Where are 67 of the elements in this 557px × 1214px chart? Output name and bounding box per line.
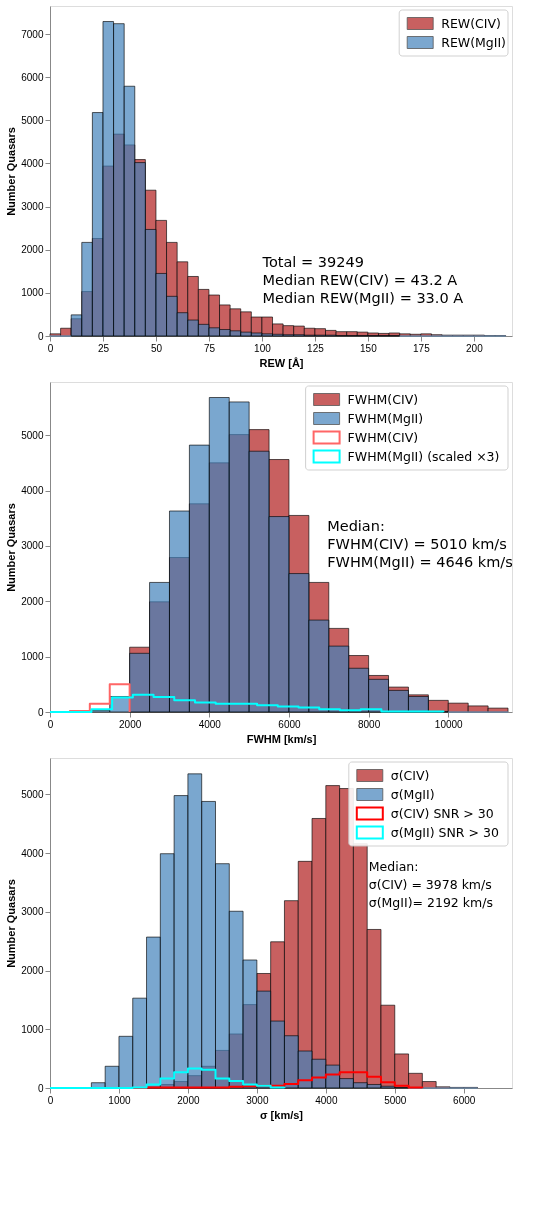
y-tick-label: 6000: [21, 71, 44, 83]
x-tick-label: 125: [307, 342, 325, 354]
y-tick-label: 2000: [21, 244, 44, 256]
x-tick-label: 25: [97, 342, 110, 354]
annotation: Total = 39249: [261, 254, 364, 271]
y-tick-label: 4000: [21, 485, 44, 497]
x-tick-label: 3000: [246, 1094, 269, 1106]
y-tick-label: 0: [37, 706, 44, 718]
y-tick-label: 3000: [21, 540, 44, 552]
annotation: FWHM(MgII) = 4646 km/s: [327, 554, 513, 571]
annotation: σ(MgII)= 2192 km/s: [368, 894, 493, 910]
x-tick-label: 0: [47, 342, 54, 354]
legend-label: σ(CIV): [390, 767, 430, 783]
y-tick-label: 0: [37, 330, 44, 342]
x-tick-label: 1000: [108, 1094, 132, 1106]
x-tick-label: 4000: [198, 718, 222, 730]
x-tick-label: 6000: [453, 1094, 476, 1106]
legend-label: FWHM(CIV): [347, 391, 419, 407]
legend-label: FWHM(MgII): [347, 410, 424, 426]
x-axis-title: REW [Å]: [259, 356, 304, 369]
legend-label: REW(CIV): [441, 15, 501, 31]
annotation: Median:: [368, 858, 419, 874]
legend-label: σ(MgII): [390, 786, 435, 802]
legend-label: REW(MgII): [441, 34, 506, 50]
x-tick-label: 6000: [278, 718, 302, 730]
legend-label: σ(MgII) SNR > 30: [390, 824, 499, 840]
legend-label: FWHM(MgII) (scaled ×3): [347, 448, 500, 464]
x-tick-label: 50: [150, 342, 163, 354]
x-tick-label: 4000: [315, 1094, 338, 1106]
legend-label: σ(CIV) SNR > 30: [390, 805, 494, 821]
y-tick-label: 5000: [21, 114, 44, 126]
y-tick-label: 5000: [21, 429, 44, 441]
x-axis-title: σ [km/s]: [260, 1108, 304, 1121]
y-axis-title: Number Quasars: [5, 127, 18, 216]
y-tick-label: 1000: [21, 287, 44, 299]
y-tick-label: 3000: [21, 201, 44, 213]
x-tick-label: 8000: [358, 718, 381, 730]
x-tick-label: 0: [47, 718, 54, 730]
annotation: FWHM(CIV) = 5010 km/s: [327, 536, 507, 553]
y-tick-label: 7000: [21, 28, 44, 40]
x-tick-label: 0: [47, 1094, 54, 1106]
y-tick-label: 3000: [21, 906, 44, 918]
x-tick-label: 10000: [434, 718, 464, 730]
annotation: Median REW(CIV) = 43.2 A: [262, 272, 458, 289]
y-tick-label: 2000: [21, 595, 44, 607]
y-tick-label: 1000: [21, 1023, 44, 1035]
x-tick-label: 200: [466, 342, 484, 354]
x-axis-title: FWHM [km/s]: [246, 732, 317, 745]
annotation: σ(CIV) = 3978 km/s: [368, 876, 492, 892]
x-tick-label: 2000: [119, 718, 142, 730]
x-tick-label: 2000: [177, 1094, 200, 1106]
y-tick-label: 1000: [21, 651, 44, 663]
y-tick-label: 4000: [21, 847, 44, 859]
y-tick-label: 0: [37, 1082, 44, 1094]
x-tick-label: 175: [413, 342, 431, 354]
annotation: Median:: [327, 518, 385, 535]
y-tick-label: 4000: [21, 157, 44, 169]
y-tick-label: 2000: [21, 965, 44, 977]
x-tick-label: 100: [254, 342, 272, 354]
x-tick-label: 75: [203, 342, 216, 354]
y-axis-title: Number Quasars: [5, 503, 18, 592]
legend-label: FWHM(CIV): [347, 429, 419, 445]
y-tick-label: 5000: [21, 788, 44, 800]
annotation: Median REW(MgII) = 33.0 A: [262, 290, 464, 307]
y-axis-title: Number Quasars: [5, 879, 18, 968]
x-tick-label: 5000: [384, 1094, 407, 1106]
x-tick-label: 150: [360, 342, 378, 354]
